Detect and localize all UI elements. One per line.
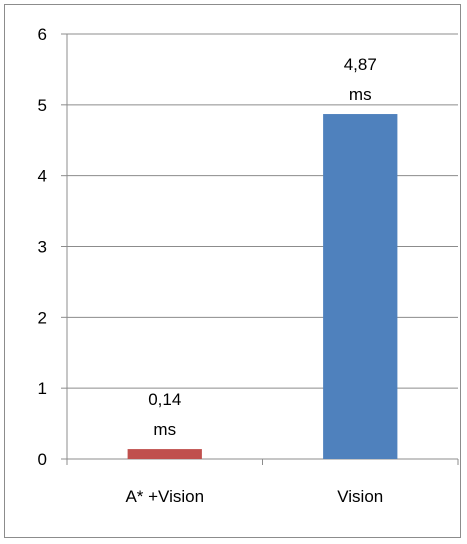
y-tick-label: 4 [38, 167, 47, 186]
y-tick-label: 0 [38, 450, 47, 469]
data-label: ms [153, 420, 176, 439]
bar-1 [127, 449, 202, 459]
y-tick-label: 5 [38, 96, 47, 115]
x-category-label: A* +Vision [125, 487, 204, 506]
y-tick-label: 1 [38, 379, 47, 398]
bar-2 [323, 114, 398, 460]
data-label: ms [349, 85, 372, 104]
y-tick-label: 6 [38, 25, 47, 44]
y-tick-label: 2 [38, 308, 47, 327]
data-label: 0,14 [148, 390, 181, 409]
x-category-label: Vision [337, 487, 383, 506]
y-tick-label: 3 [38, 238, 47, 257]
data-label: 4,87 [344, 55, 377, 74]
